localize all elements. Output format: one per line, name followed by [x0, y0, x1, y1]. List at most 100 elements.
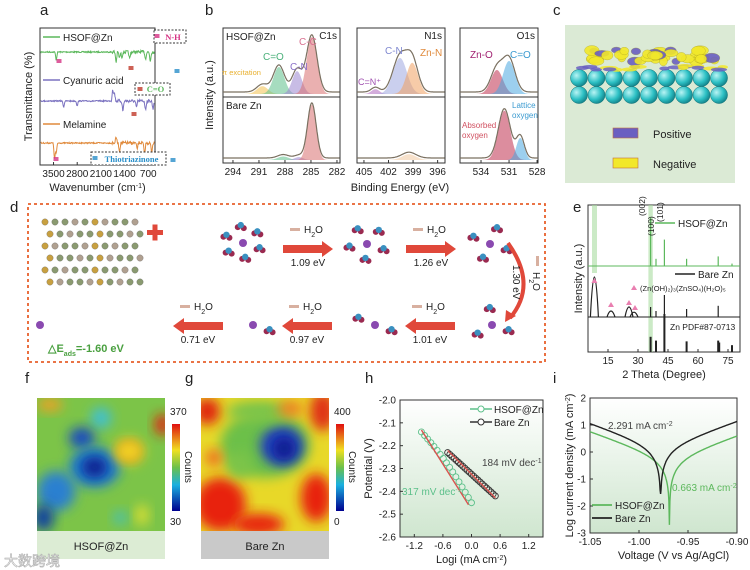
zn-ion — [36, 321, 44, 329]
framework-atom — [56, 278, 64, 286]
annotation-box — [134, 82, 171, 96]
peak-label: C=N⁺ — [358, 77, 381, 87]
zn-atom — [640, 86, 658, 104]
data-point — [450, 454, 458, 462]
framework-atom — [41, 266, 49, 274]
zn-ion — [488, 321, 496, 329]
heatmap-f — [37, 398, 165, 531]
removed-water-icon — [290, 228, 300, 231]
xrd-peak — [629, 311, 639, 318]
zn-atom — [570, 69, 588, 87]
label: 184 mV dec — [482, 458, 535, 469]
charge-density — [710, 67, 728, 72]
heatmap-cell — [206, 449, 222, 466]
corrosion-current-label: 2.291 mA cm-2 — [608, 421, 673, 433]
spectrum-1 — [40, 89, 155, 112]
charge-density — [678, 65, 689, 70]
fit-peak — [223, 104, 340, 160]
sample-label: Bare Zn — [226, 101, 262, 112]
framework-atom — [96, 254, 104, 262]
x-tick-label: 2800 — [66, 169, 89, 180]
removed-water-label: H2O — [194, 302, 213, 316]
miller-index-label: (101) — [655, 202, 665, 222]
peak-label: Zn-O — [470, 50, 493, 61]
peak-label: C-N — [290, 62, 308, 73]
miller-index-label: (100) — [646, 216, 656, 236]
framework-atom — [101, 242, 109, 250]
water-o-atom — [380, 245, 387, 252]
data-point — [476, 478, 484, 486]
energy-label: 1.30 eV — [510, 265, 521, 300]
framework-atom — [46, 254, 54, 262]
miller-index-label: (002) — [637, 196, 647, 216]
zn-atom — [587, 69, 606, 87]
main: Logi (mA cm — [436, 554, 497, 566]
y-tick-label: 2 — [580, 394, 586, 405]
heatmap-cell — [300, 473, 329, 522]
heatmap-cell — [37, 398, 63, 412]
framework-atom — [101, 218, 109, 226]
zn-ion — [249, 321, 257, 329]
legend-label: Melamine — [63, 120, 107, 131]
water-o-atom — [237, 221, 244, 229]
label: 0.663 mA cm — [672, 483, 730, 494]
zn-atom — [622, 69, 641, 87]
x-tick-label: 1.2 — [522, 541, 536, 552]
o: O — [438, 225, 446, 236]
framework-atom — [51, 242, 59, 250]
removed-water-icon — [180, 305, 190, 308]
panel-d-frame — [27, 203, 546, 363]
framework-atom — [131, 242, 139, 250]
x-tick-label: -0.6 — [434, 541, 452, 552]
x-tick-label: -1.00 — [628, 537, 651, 548]
framework-atom — [81, 266, 89, 274]
sub: 2 — [434, 232, 438, 239]
framework-atom — [126, 230, 134, 238]
x-tick-label: -1.05 — [579, 537, 602, 548]
data-point — [485, 486, 493, 494]
sub: ads — [64, 351, 76, 358]
data-point — [455, 458, 462, 466]
sample-label: HSOF@Zn — [74, 541, 129, 553]
zn-atom — [710, 69, 728, 87]
removed-water-label: H2O — [528, 272, 542, 291]
framework-atom — [41, 242, 49, 250]
framework-atom — [121, 218, 129, 226]
sup: -2 — [666, 421, 672, 428]
legend-swatch — [612, 127, 639, 139]
zn-atom — [570, 86, 588, 104]
sup: -1 — [535, 458, 541, 465]
y-tick-label: -2.6 — [379, 533, 397, 544]
colorbar-label: Counts — [346, 451, 357, 483]
x-tick-label: 700 — [140, 169, 157, 180]
spectrum-2 — [40, 136, 155, 159]
data-point — [458, 483, 466, 491]
framework-atom — [61, 266, 69, 274]
byproduct-marker-icon — [591, 278, 598, 283]
reaction-arrow-icon — [445, 241, 456, 257]
removed-water-icon — [289, 305, 299, 308]
zn-atom — [710, 86, 728, 104]
h: H — [427, 225, 434, 236]
heatmap-cell — [113, 437, 145, 465]
panel-label-c: c — [553, 2, 561, 19]
fit-peak — [460, 137, 538, 160]
fit-peak — [357, 154, 445, 160]
peak-marker-icon — [56, 59, 62, 63]
corrosion-current-label: 0.663 mA cm-2 — [672, 483, 737, 495]
x-tick-label: -1.2 — [406, 541, 424, 552]
panel-i-axes — [589, 397, 738, 534]
o: O — [437, 302, 445, 313]
peak-marker-icon — [137, 87, 143, 91]
reaction-arrow-icon — [405, 318, 416, 334]
framework-atom — [81, 242, 89, 250]
adsorption-energy: △Eads=-1.60 eV — [47, 343, 125, 358]
annotation-label: C=O — [147, 84, 165, 94]
water-o-atom — [266, 326, 273, 333]
data-point — [455, 478, 463, 486]
envelope-curve — [357, 49, 445, 93]
x-tick-label: 405 — [356, 167, 373, 178]
x-tick-label: 2100 — [90, 169, 113, 180]
heatmap-cell — [69, 427, 95, 449]
zn-atom — [692, 86, 711, 104]
